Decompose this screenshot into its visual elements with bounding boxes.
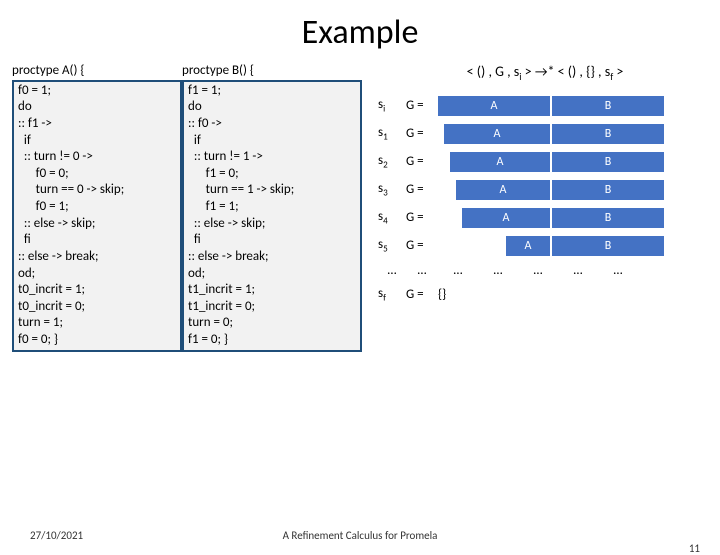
state-final-val: {} [438,287,446,302]
state-bar-b: B [552,236,664,256]
code-line: f0 = 0; [18,166,176,183]
state-bar-a: A [456,180,552,200]
state-bar-a: A [506,236,552,256]
state-bar-b: B [552,124,664,144]
state-row: s1G =AB [378,123,712,145]
state-bar-wrap: AB [438,208,712,228]
state-label: si [378,97,406,115]
state-bar-b: B [552,96,664,116]
state-row: s3G =AB [378,179,712,201]
state-label: s4 [378,209,406,227]
ellipsis-cell: … [406,263,438,278]
content-area: proctype A() { f0 = 1;do:: f1 -> if :: t… [0,63,720,352]
state-final-row: sf G = {} [378,284,712,306]
ellipsis-cell: … [438,263,478,278]
code-line: fi [18,232,176,249]
code-line: t1_incrit = 1; [188,282,356,299]
code-line: if [18,133,176,150]
code-line: :: turn != 0 -> [18,149,176,166]
code-line: f1 = 1; [188,199,356,216]
state-bar-b: B [552,152,664,172]
code-line: f1 = 0; [188,166,356,183]
ellipsis-cell: … [378,263,406,278]
state-bar-a: A [450,152,552,172]
code-line: :: else -> break; [18,249,176,266]
code-line: turn = 1; [18,315,176,332]
state-rows: siG =ABs1G =ABs2G =ABs3G =ABs4G =ABs5G =… [378,95,712,257]
code-line: fi [188,232,356,249]
code-line: do [188,99,356,116]
state-bar-a: A [462,208,552,228]
code-line: turn = 0; [188,315,356,332]
proctype-a-column: proctype A() { f0 = 1;do:: f1 -> if :: t… [12,63,182,352]
state-bar-b: B [552,180,664,200]
code-line: :: else -> skip; [188,216,356,233]
code-line: od; [188,266,356,283]
ellipsis-row: ………………… [378,263,712,278]
footer-title: A Refinement Calculus for Promela [0,529,720,542]
code-line: :: else -> skip; [18,216,176,233]
state-bar-wrap: AB [438,180,712,200]
code-line: if [188,133,356,150]
code-line: f0 = 0; } [18,332,176,349]
state-bar-wrap: AB [438,124,712,144]
state-geq: G = [406,210,438,225]
footer-page-number: 11 [689,542,700,555]
code-line: :: f0 -> [188,116,356,133]
state-final-geq: G = [406,287,438,302]
state-bar-wrap: AB [438,96,712,116]
footer: 27/10/2021 A Refinement Calculus for Pro… [0,529,720,542]
footer-date: 27/10/2021 [30,529,83,542]
state-label: s1 [378,125,406,143]
proc-b-body-box: f1 = 1;do:: f0 -> if :: turn != 1 -> f1 … [182,80,362,352]
ellipsis-cell: … [518,263,558,278]
state-bar-b: B [552,208,664,228]
state-geq: G = [406,182,438,197]
code-line: f0 = 1; [18,83,176,100]
state-row: siG =AB [378,95,712,117]
proc-a-body-box: f0 = 1;do:: f1 -> if :: turn != 0 -> f0 … [12,80,182,352]
code-line: :: turn != 1 -> [188,149,356,166]
state-row: s2G =AB [378,151,712,173]
ellipsis-cell: … [598,263,638,278]
state-geq: G = [406,238,438,253]
code-line: od; [18,266,176,283]
state-row: s5G =AB [378,235,712,257]
code-line: t0_incrit = 1; [18,282,176,299]
code-line: t0_incrit = 0; [18,299,176,316]
states-column: < () , G , si > →* < () , {} , sf > siG … [362,63,712,352]
code-line: turn == 0 -> skip; [18,182,176,199]
state-bar-a: A [444,124,552,144]
state-bar-a: A [438,96,552,116]
state-geq: G = [406,126,438,141]
code-line: :: else -> break; [188,249,356,266]
code-line: f1 = 0; } [188,332,356,349]
state-bar-wrap: AB [438,236,712,256]
state-row: s4G =AB [378,207,712,229]
state-bar-wrap: AB [438,152,712,172]
proc-b-header: proctype B() { [182,63,362,80]
code-line: turn == 1 -> skip; [188,182,356,199]
state-transition-header: < () , G , si > →* < () , {} , sf > [378,63,712,83]
state-label: s5 [378,237,406,255]
code-line: do [18,99,176,116]
state-label: s3 [378,181,406,199]
code-line: f0 = 1; [18,199,176,216]
state-label: s2 [378,153,406,171]
slide-title: Example [0,12,720,53]
code-line: t1_incrit = 0; [188,299,356,316]
ellipsis-cell: … [478,263,518,278]
state-geq: G = [406,154,438,169]
state-final-label: sf [378,286,406,304]
proctype-b-column: proctype B() { f1 = 1;do:: f0 -> if :: t… [182,63,362,352]
proc-a-header: proctype A() { [12,63,182,80]
code-line: :: f1 -> [18,116,176,133]
state-geq: G = [406,98,438,113]
ellipsis-cell: … [558,263,598,278]
code-line: f1 = 1; [188,83,356,100]
